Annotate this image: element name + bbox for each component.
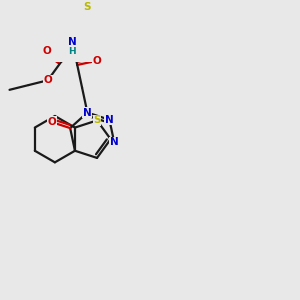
Text: N: N: [105, 115, 114, 125]
Text: O: O: [92, 56, 101, 66]
Text: N: N: [68, 37, 77, 47]
Text: O: O: [44, 75, 52, 85]
Text: N: N: [110, 137, 118, 147]
Text: S: S: [83, 2, 90, 12]
Text: O: O: [43, 46, 52, 56]
Text: S: S: [93, 116, 101, 125]
Text: O: O: [47, 117, 56, 127]
Text: N: N: [83, 108, 92, 118]
Text: H: H: [69, 47, 76, 56]
